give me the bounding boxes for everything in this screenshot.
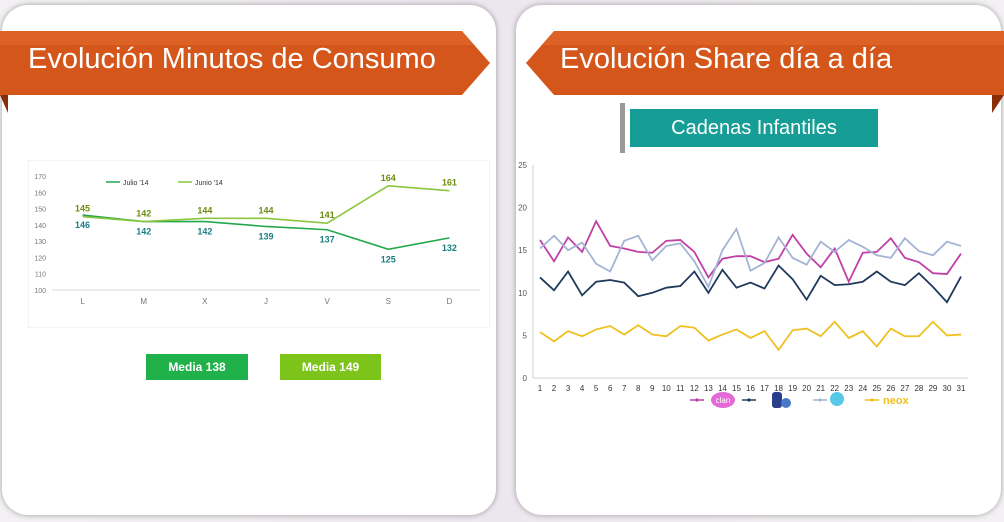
x-tick-label: 25 <box>872 384 881 393</box>
data-label: 125 <box>381 254 396 264</box>
legend-label: Julio '14 <box>123 180 149 187</box>
x-tick-label: 19 <box>788 384 797 393</box>
series-line <box>539 226 962 289</box>
y-tick-label: 100 <box>34 288 46 295</box>
x-tick-label: 18 <box>774 384 783 393</box>
data-label: 142 <box>136 209 151 219</box>
x-tick-label: 7 <box>622 384 627 393</box>
x-tick-label: J <box>264 297 268 306</box>
subtitle: Cadenas Infantiles <box>630 109 878 147</box>
x-tick-label: 17 <box>760 384 769 393</box>
x-tick-label: V <box>324 297 330 306</box>
data-label: 144 <box>197 205 212 215</box>
y-tick-label: 0 <box>523 374 528 383</box>
x-tick-label: 8 <box>636 384 641 393</box>
data-label: 145 <box>75 204 90 214</box>
series-line <box>539 320 962 352</box>
data-label: 144 <box>258 205 273 215</box>
y-tick-label: 160 <box>34 190 46 197</box>
y-tick-label: 140 <box>34 223 46 230</box>
series-line <box>539 219 962 284</box>
channel-logo-icon <box>772 392 782 408</box>
x-tick-label: 6 <box>608 384 613 393</box>
legend-marker <box>695 398 699 402</box>
y-tick-label: 120 <box>34 255 46 262</box>
y-tick-label: 5 <box>523 331 528 340</box>
x-tick-label: 21 <box>816 384 825 393</box>
x-tick-label: 26 <box>886 384 895 393</box>
x-tick-label: 30 <box>943 384 952 393</box>
legend-marker <box>870 398 874 402</box>
x-tick-label: 2 <box>552 384 557 393</box>
media-badge-julio: Media 138 <box>146 354 248 380</box>
media-badge-junio: Media 149 <box>280 354 381 380</box>
channel-logo-icon <box>830 392 844 406</box>
data-label: 142 <box>136 227 151 237</box>
y-tick-label: 15 <box>518 246 527 255</box>
x-tick-label: 29 <box>928 384 937 393</box>
x-tick-label: D <box>447 297 453 306</box>
x-tick-label: 13 <box>704 384 713 393</box>
clan-logo-icon <box>711 392 735 408</box>
data-label: 161 <box>442 178 457 188</box>
y-tick-label: 25 <box>518 161 527 170</box>
right-title: Evolución Share día a día <box>560 43 893 75</box>
x-tick-label: 1 <box>538 384 543 393</box>
data-label: 139 <box>258 231 273 241</box>
series-line <box>82 184 450 225</box>
data-label: 132 <box>442 243 457 253</box>
left-title: Evolución Minutos de Consumo <box>28 43 436 75</box>
x-tick-label: 27 <box>900 384 909 393</box>
x-tick-label: 22 <box>830 384 839 393</box>
y-tick-label: 10 <box>518 289 527 298</box>
x-tick-label: 28 <box>914 384 923 393</box>
x-tick-label: L <box>80 297 85 306</box>
series-line <box>539 264 962 304</box>
left-title-banner: Evolución Minutos de Consumo <box>0 25 500 117</box>
x-tick-label: 14 <box>718 384 727 393</box>
x-tick-label: M <box>140 297 147 306</box>
x-tick-label: 12 <box>690 384 699 393</box>
x-tick-label: 10 <box>662 384 671 393</box>
y-tick-label: 150 <box>34 207 46 214</box>
right-title-banner: Evolución Share día a día <box>524 25 1004 117</box>
x-tick-label: 23 <box>844 384 853 393</box>
legend-marker <box>747 398 751 402</box>
x-tick-label: X <box>202 297 208 306</box>
legend-clan-label: clan <box>716 396 731 405</box>
x-tick-label: 15 <box>732 384 741 393</box>
legend-label: Junio '14 <box>195 180 223 187</box>
x-tick-label: 11 <box>676 384 685 393</box>
legend-marker <box>818 398 822 402</box>
data-label: 141 <box>320 210 335 220</box>
x-tick-label: 3 <box>566 384 571 393</box>
data-label: 146 <box>75 220 90 230</box>
data-label: 142 <box>197 227 212 237</box>
x-tick-label: 9 <box>650 384 655 393</box>
y-tick-label: 130 <box>34 239 46 246</box>
x-tick-label: 24 <box>858 384 867 393</box>
data-label: 137 <box>320 235 335 245</box>
y-tick-label: 170 <box>34 174 46 181</box>
y-tick-label: 110 <box>35 272 46 279</box>
subtitle-accent <box>620 103 625 153</box>
x-tick-label: 20 <box>802 384 811 393</box>
legend-neox-label: neox <box>883 395 910 407</box>
consumption-line-chart: 100 110 120 130 140 150 160 170 L M X J V S D 146 142 142… <box>28 160 490 328</box>
channel-logo-icon <box>781 398 791 408</box>
x-tick-label: 16 <box>746 384 755 393</box>
x-tick-label: 4 <box>580 384 585 393</box>
x-tick-label: 31 <box>957 384 966 393</box>
data-label: 164 <box>381 173 396 183</box>
y-tick-label: 20 <box>518 204 527 213</box>
x-tick-label: S <box>386 297 391 306</box>
x-tick-label: 5 <box>594 384 599 393</box>
